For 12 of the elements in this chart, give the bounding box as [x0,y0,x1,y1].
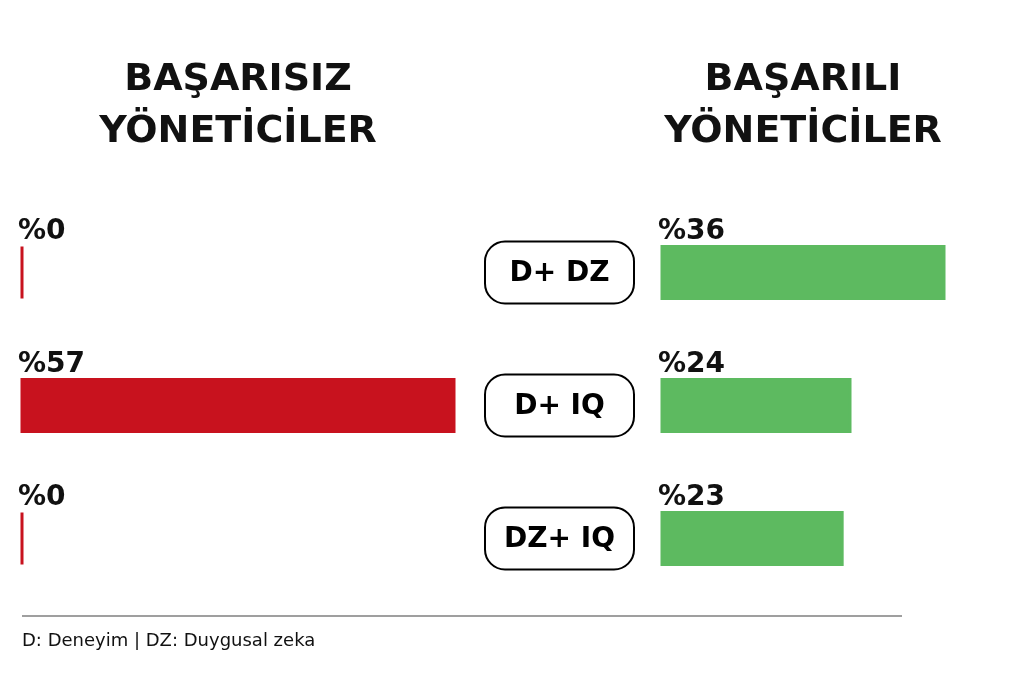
data-label: %24 [658,345,726,379]
data-label: %0 [18,478,66,512]
text: D: Deneyim | DZ: Duygusal zeka [22,629,316,650]
data-label: %57 [18,345,86,379]
data-label: %0 [18,212,66,246]
y-tick-label: D+ IQ [514,387,605,421]
chart-title: BAŞARILI YÖNETİCİLER [663,55,942,151]
chart-title: BAŞARISIZ YÖNETİCİLER [98,55,377,151]
y-tick-label: DZ+ IQ [504,520,615,554]
data-label: %36 [658,212,726,246]
data-label: %23 [658,478,726,512]
y-tick-label: D+ DZ [509,254,610,288]
